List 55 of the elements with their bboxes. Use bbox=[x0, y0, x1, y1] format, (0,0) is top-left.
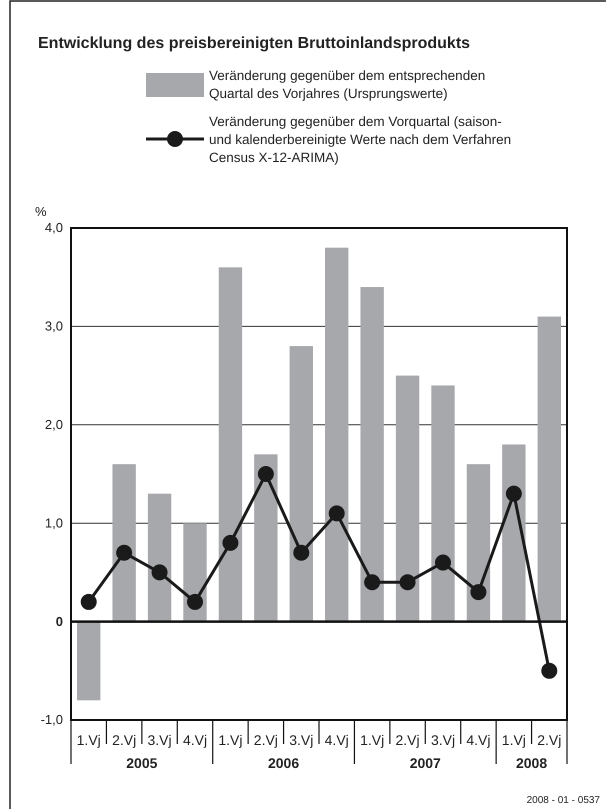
x-tick-label: 4.Vj bbox=[182, 732, 208, 748]
bar bbox=[431, 385, 455, 622]
y-tick-label: 4,0 bbox=[44, 220, 63, 236]
point bbox=[435, 554, 451, 571]
point bbox=[293, 544, 310, 561]
bar bbox=[396, 376, 420, 622]
legend-label: Veränderung gegenüber dem Vorquartal (saison- und kalenderbereinigte Werte nach dem Verfahren Census X-12-ARIMA) bbox=[209, 114, 515, 165]
x-tick-label: 3.Vj bbox=[148, 732, 172, 748]
text: 2005 bbox=[126, 755, 158, 771]
y-tick-label: 3,0 bbox=[44, 318, 63, 334]
point bbox=[506, 486, 522, 502]
text: 2006 bbox=[268, 755, 300, 771]
text: 2007 bbox=[410, 755, 442, 771]
point bbox=[116, 544, 132, 561]
point bbox=[187, 594, 203, 610]
x-tick-label: 4.Vj bbox=[466, 732, 490, 748]
x-tick-label: 2.Vj bbox=[537, 732, 562, 748]
point bbox=[328, 505, 345, 522]
bar bbox=[254, 454, 278, 622]
point bbox=[364, 574, 380, 590]
bar bbox=[112, 464, 136, 622]
x-tick-label: 1.Vj bbox=[218, 732, 242, 748]
bar bbox=[148, 494, 172, 622]
y-tick-label: 2,0 bbox=[44, 416, 63, 432]
point bbox=[258, 466, 274, 482]
x-tick-label: 2.Vj bbox=[254, 732, 278, 748]
x-tick-label: 1.Vj bbox=[360, 732, 384, 748]
x-tick-label: 1.Vj bbox=[76, 732, 101, 748]
legend-label: Veränderung gegenüber dem entsprechenden Quartal des Vorjahres (Ursprungswerte) bbox=[209, 68, 489, 101]
text: 2008 bbox=[516, 755, 548, 771]
y-tick-label: -1,0 bbox=[40, 712, 63, 728]
bar bbox=[218, 267, 242, 622]
bar bbox=[538, 316, 561, 622]
point bbox=[470, 584, 486, 600]
x-tick-label: 1.Vj bbox=[502, 732, 526, 748]
y-tick-label: 1,0 bbox=[44, 515, 63, 530]
x-tick-label: 3.Vj bbox=[289, 732, 314, 748]
x-tick-label: 2.Vj bbox=[396, 732, 420, 748]
chart-title: Entwicklung des preisbereinigten Bruttoinlandsprodukts bbox=[38, 35, 470, 52]
point bbox=[152, 564, 168, 580]
bar bbox=[290, 346, 313, 622]
point bbox=[400, 574, 416, 590]
point bbox=[541, 662, 558, 679]
y-tick-label: 0 bbox=[56, 614, 63, 629]
bar bbox=[325, 248, 348, 622]
bar bbox=[466, 464, 490, 622]
point bbox=[222, 534, 238, 551]
x-tick-label: 2.Vj bbox=[112, 732, 136, 748]
point bbox=[80, 594, 97, 610]
bar bbox=[360, 287, 384, 622]
text: 2008 - 01 - 0537 bbox=[526, 795, 600, 806]
bar bbox=[77, 622, 100, 700]
y-axis-title: % bbox=[35, 204, 47, 219]
x-tick-label: 4.Vj bbox=[324, 732, 349, 748]
x-tick-label: 3.Vj bbox=[430, 732, 456, 748]
